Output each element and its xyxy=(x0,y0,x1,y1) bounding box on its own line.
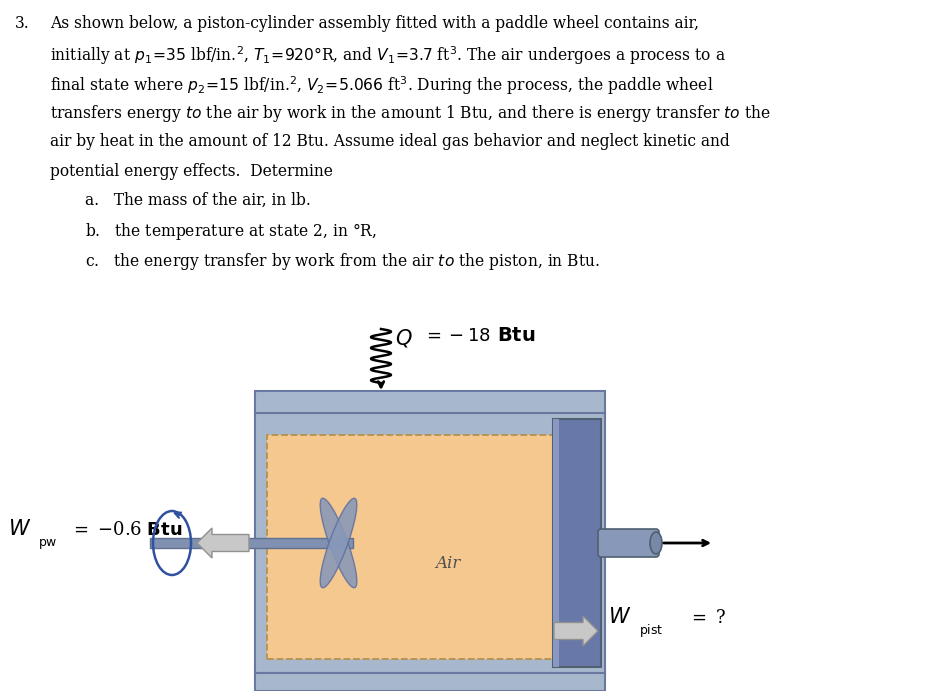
Bar xyxy=(267,435,553,659)
Text: b.   the temperature at state 2, in $\degree$R,: b. the temperature at state 2, in $\degr… xyxy=(85,222,377,243)
Text: $\mathit{Q}$: $\mathit{Q}$ xyxy=(395,327,412,349)
Ellipse shape xyxy=(650,532,662,554)
Text: final state where $p_2\!=\!15$ lbf/in.$^2$, $V_2\!=\!5.066$ ft$^3$. During the p: final state where $p_2\!=\!15$ lbf/in.$^… xyxy=(50,74,714,97)
Text: $\mathit{W}$: $\mathit{W}$ xyxy=(608,607,631,627)
Ellipse shape xyxy=(320,498,356,588)
Bar xyxy=(150,538,353,548)
FancyBboxPatch shape xyxy=(598,529,659,557)
FancyArrow shape xyxy=(197,528,249,558)
Text: 3.: 3. xyxy=(15,15,29,32)
Bar xyxy=(267,435,553,659)
Bar xyxy=(553,419,601,667)
Text: $=$ ?: $=$ ? xyxy=(682,609,726,627)
Bar xyxy=(255,413,605,673)
Text: c.   the energy transfer by work from the air $\it{to}$ the piston, in Btu.: c. the energy transfer by work from the … xyxy=(85,251,600,272)
Text: $\mathrm{pw}$: $\mathrm{pw}$ xyxy=(38,537,58,551)
Text: a.   The mass of the air, in lb.: a. The mass of the air, in lb. xyxy=(85,192,311,209)
Bar xyxy=(553,419,559,667)
Text: As shown below, a piston-cylinder assembly fitted with a paddle wheel contains a: As shown below, a piston-cylinder assemb… xyxy=(50,15,699,32)
Text: initially at $p_1\!=\!35$ lbf/in.$^2$, $T_1\!=\!920\degree$R, and $V_1\!=\!3.7$ : initially at $p_1\!=\!35$ lbf/in.$^2$, $… xyxy=(50,44,726,67)
Text: Air: Air xyxy=(435,556,460,572)
Bar xyxy=(255,673,605,691)
Text: $\mathrm{pist}$: $\mathrm{pist}$ xyxy=(639,622,664,639)
Ellipse shape xyxy=(320,498,356,588)
Text: $= -18$: $= -18$ xyxy=(423,327,491,345)
Text: transfers energy $\it{to}$ the air by work in the amount 1 Btu, and there is ene: transfers energy $\it{to}$ the air by wo… xyxy=(50,104,771,124)
Bar xyxy=(255,391,605,413)
Text: $\mathbf{Btu}$: $\mathbf{Btu}$ xyxy=(497,327,536,345)
Text: $\mathit{W}$: $\mathit{W}$ xyxy=(8,519,31,539)
Text: air by heat in the amount of 12 Btu. Assume ideal gas behavior and neglect kinet: air by heat in the amount of 12 Btu. Ass… xyxy=(50,133,730,150)
Text: $=$ $-$0.6 $\mathbf{Btu}$: $=$ $-$0.6 $\mathbf{Btu}$ xyxy=(64,521,183,539)
FancyArrow shape xyxy=(554,616,598,646)
Text: potential energy effects.  Determine: potential energy effects. Determine xyxy=(50,162,333,180)
